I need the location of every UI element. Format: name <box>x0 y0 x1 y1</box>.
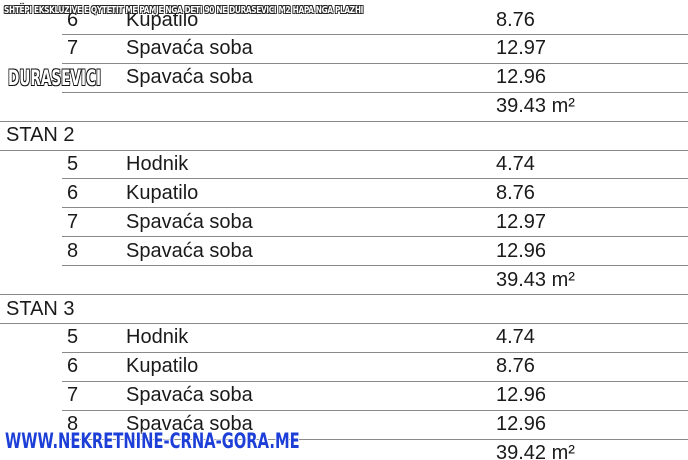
row-border <box>62 438 688 440</box>
table-row: STAN 3 <box>0 295 688 324</box>
item-area: 12.96 <box>496 66 547 89</box>
item-area: 12.96 <box>496 239 547 262</box>
table-row: 6 Kupatilo 8.76 <box>0 6 688 35</box>
item-area: 12.97 <box>496 37 547 60</box>
item-name: Spavaća soba <box>126 384 253 407</box>
total-area: 39.43 m² <box>496 268 575 291</box>
row-border <box>62 207 688 209</box>
table-row: 39.43 m² <box>0 266 688 295</box>
item-area: 8.76 <box>496 8 535 31</box>
item-name: Spavaća soba <box>126 66 253 89</box>
website-overlay: WWW.NEKRETNINE-CRNA-GORA.ME <box>5 429 300 453</box>
item-name: Spavaća soba <box>126 210 253 233</box>
item-name: Kupatilo <box>126 181 199 204</box>
row-border <box>0 120 688 122</box>
item-number: 6 <box>67 181 79 204</box>
table-row: 5 Hodnik 4.74 <box>0 323 688 352</box>
item-name: Kupatilo <box>126 8 199 31</box>
item-name: Hodnik <box>126 326 189 349</box>
item-name: Kupatilo <box>126 355 199 378</box>
table-row: 7 Spavaća soba 12.96 <box>0 381 688 410</box>
item-number: 7 <box>67 37 79 60</box>
item-number: 8 <box>67 239 79 262</box>
item-name: Hodnik <box>126 153 189 175</box>
table-row: STAN 2 <box>0 121 688 150</box>
item-area: 12.96 <box>496 384 547 407</box>
item-area: 12.97 <box>496 210 547 233</box>
table-row: 5 Hodnik 4.74 <box>0 150 688 179</box>
row-border <box>0 294 688 295</box>
row-border <box>62 33 688 35</box>
item-number: 8 <box>67 413 79 436</box>
section-title: STAN 3 <box>6 297 75 320</box>
item-area: 4.74 <box>496 326 535 349</box>
headline-overlay: SHTËPI EKSKLUZIVE E QYTETIT ME PAMJE NGA… <box>4 5 364 16</box>
row-border <box>62 62 688 64</box>
item-name: Spavaća soba <box>126 413 253 436</box>
row-border <box>62 351 688 353</box>
total-area: 39.42 m² <box>496 442 575 460</box>
row-border <box>0 322 688 324</box>
row-border <box>0 149 688 151</box>
item-number: 7 <box>67 210 79 233</box>
row-border <box>62 265 688 267</box>
table-row: 8 Spavaća soba 12.96 <box>0 237 688 266</box>
item-name: Spavaća soba <box>126 37 253 60</box>
item-name: Spavaća soba <box>126 239 253 262</box>
item-number: 6 <box>67 8 79 31</box>
section-title: STAN 2 <box>6 124 75 147</box>
row-border <box>62 380 688 382</box>
table-row: 8 Spavaća soba 12.96 <box>0 410 688 439</box>
item-area: 12.96 <box>496 413 547 436</box>
item-number: 6 <box>67 355 79 378</box>
table-row: 6 Kupatilo 8.76 <box>0 352 688 381</box>
row-border <box>62 236 688 238</box>
item-area: 4.74 <box>496 153 535 175</box>
item-number: 7 <box>67 384 79 407</box>
table-row: Spavaća soba 12.96 <box>0 63 688 92</box>
item-area: 8.76 <box>496 355 535 378</box>
location-overlay: DURASEVICI <box>8 66 102 90</box>
row-border <box>62 178 688 180</box>
row-border <box>62 91 688 93</box>
item-number: 5 <box>67 326 79 349</box>
table-row: 6 Kupatilo 8.76 <box>0 179 688 208</box>
table-row: 39.42 m² <box>0 439 688 460</box>
row-border <box>62 409 688 411</box>
item-area: 8.76 <box>496 181 535 204</box>
table-row: 7 Spavaća soba 12.97 <box>0 208 688 237</box>
total-area: 39.43 m² <box>496 95 575 118</box>
item-number: 5 <box>67 153 79 175</box>
table-row: 7 Spavaća soba 12.97 <box>0 34 688 63</box>
table-row: 39.43 m² <box>0 92 688 121</box>
